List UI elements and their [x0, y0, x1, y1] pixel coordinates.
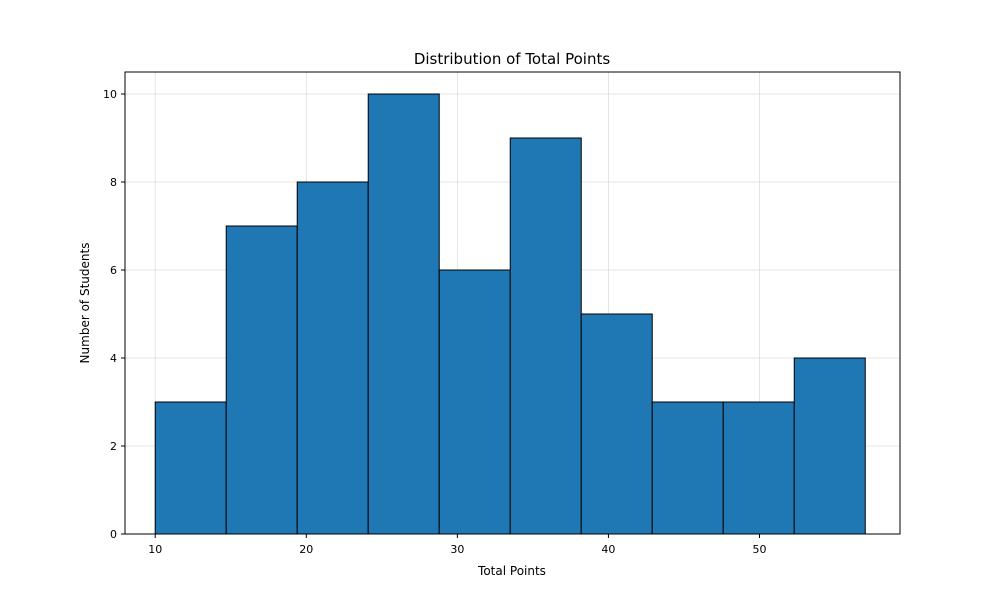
histogram-bar [438, 269, 511, 535]
x-tick-label: 10 [148, 543, 162, 556]
histogram-bar [367, 93, 440, 535]
bars-layer [154, 93, 866, 535]
histogram-bar [722, 401, 795, 535]
histogram-bar [651, 401, 724, 535]
histogram-bar [225, 225, 298, 535]
y-tick-label: 4 [110, 352, 117, 365]
plot-frame [124, 71, 901, 535]
x-tick-label: 20 [299, 543, 313, 556]
y-tick-label: 8 [110, 176, 117, 189]
y-tick-label: 6 [110, 264, 117, 277]
histogram-bar [296, 181, 369, 535]
histogram-bar [509, 137, 582, 535]
histogram-bar [580, 313, 653, 535]
x-tick-label: 40 [601, 543, 615, 556]
ticks-layer: 10 20 30 40 50 0 2 4 6 8 10 [103, 88, 767, 556]
y-tick-label: 10 [103, 88, 117, 101]
x-tick-label: 50 [753, 543, 767, 556]
histogram-bar [154, 401, 227, 535]
y-axis-label: Number of Students [78, 243, 92, 364]
x-tick-label: 30 [450, 543, 464, 556]
y-tick-label: 0 [110, 528, 117, 541]
histogram-bar [793, 357, 866, 535]
y-tick-label: 2 [110, 440, 117, 453]
chart-title: Distribution of Total Points [414, 50, 611, 68]
x-axis-label: Total Points [477, 564, 546, 578]
